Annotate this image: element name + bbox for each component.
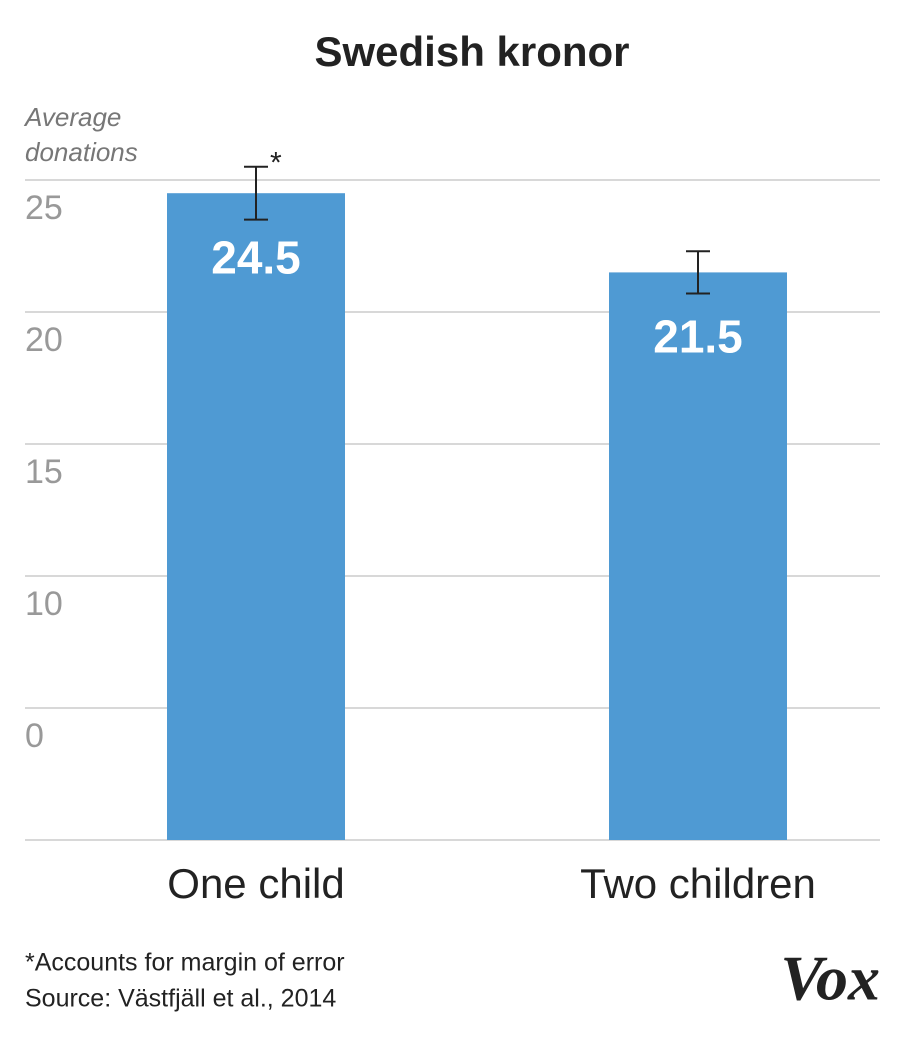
annotation: * [270,147,282,180]
chart-title: Swedish kronor [314,28,629,75]
y-tick-label: 15 [25,453,63,491]
x-tick-label: One child [167,860,344,907]
y-tick-label: 0 [25,717,44,755]
y-axis-label: donations [25,137,138,167]
bar [609,272,787,840]
logo: Vox [780,943,880,1014]
source: Source: Västfjäll et al., 2014 [25,985,336,1013]
bar [167,193,345,840]
y-tick-label: 10 [25,585,63,623]
value-label: 21.5 [653,311,743,363]
y-axis-label: Average [23,102,121,132]
y-tick-label: 25 [25,189,63,227]
value-label: 24.5 [211,231,301,283]
y-tick-label: 20 [25,321,63,359]
x-tick-label: Two children [580,860,816,907]
footnote: *Accounts for margin of error [25,949,345,977]
